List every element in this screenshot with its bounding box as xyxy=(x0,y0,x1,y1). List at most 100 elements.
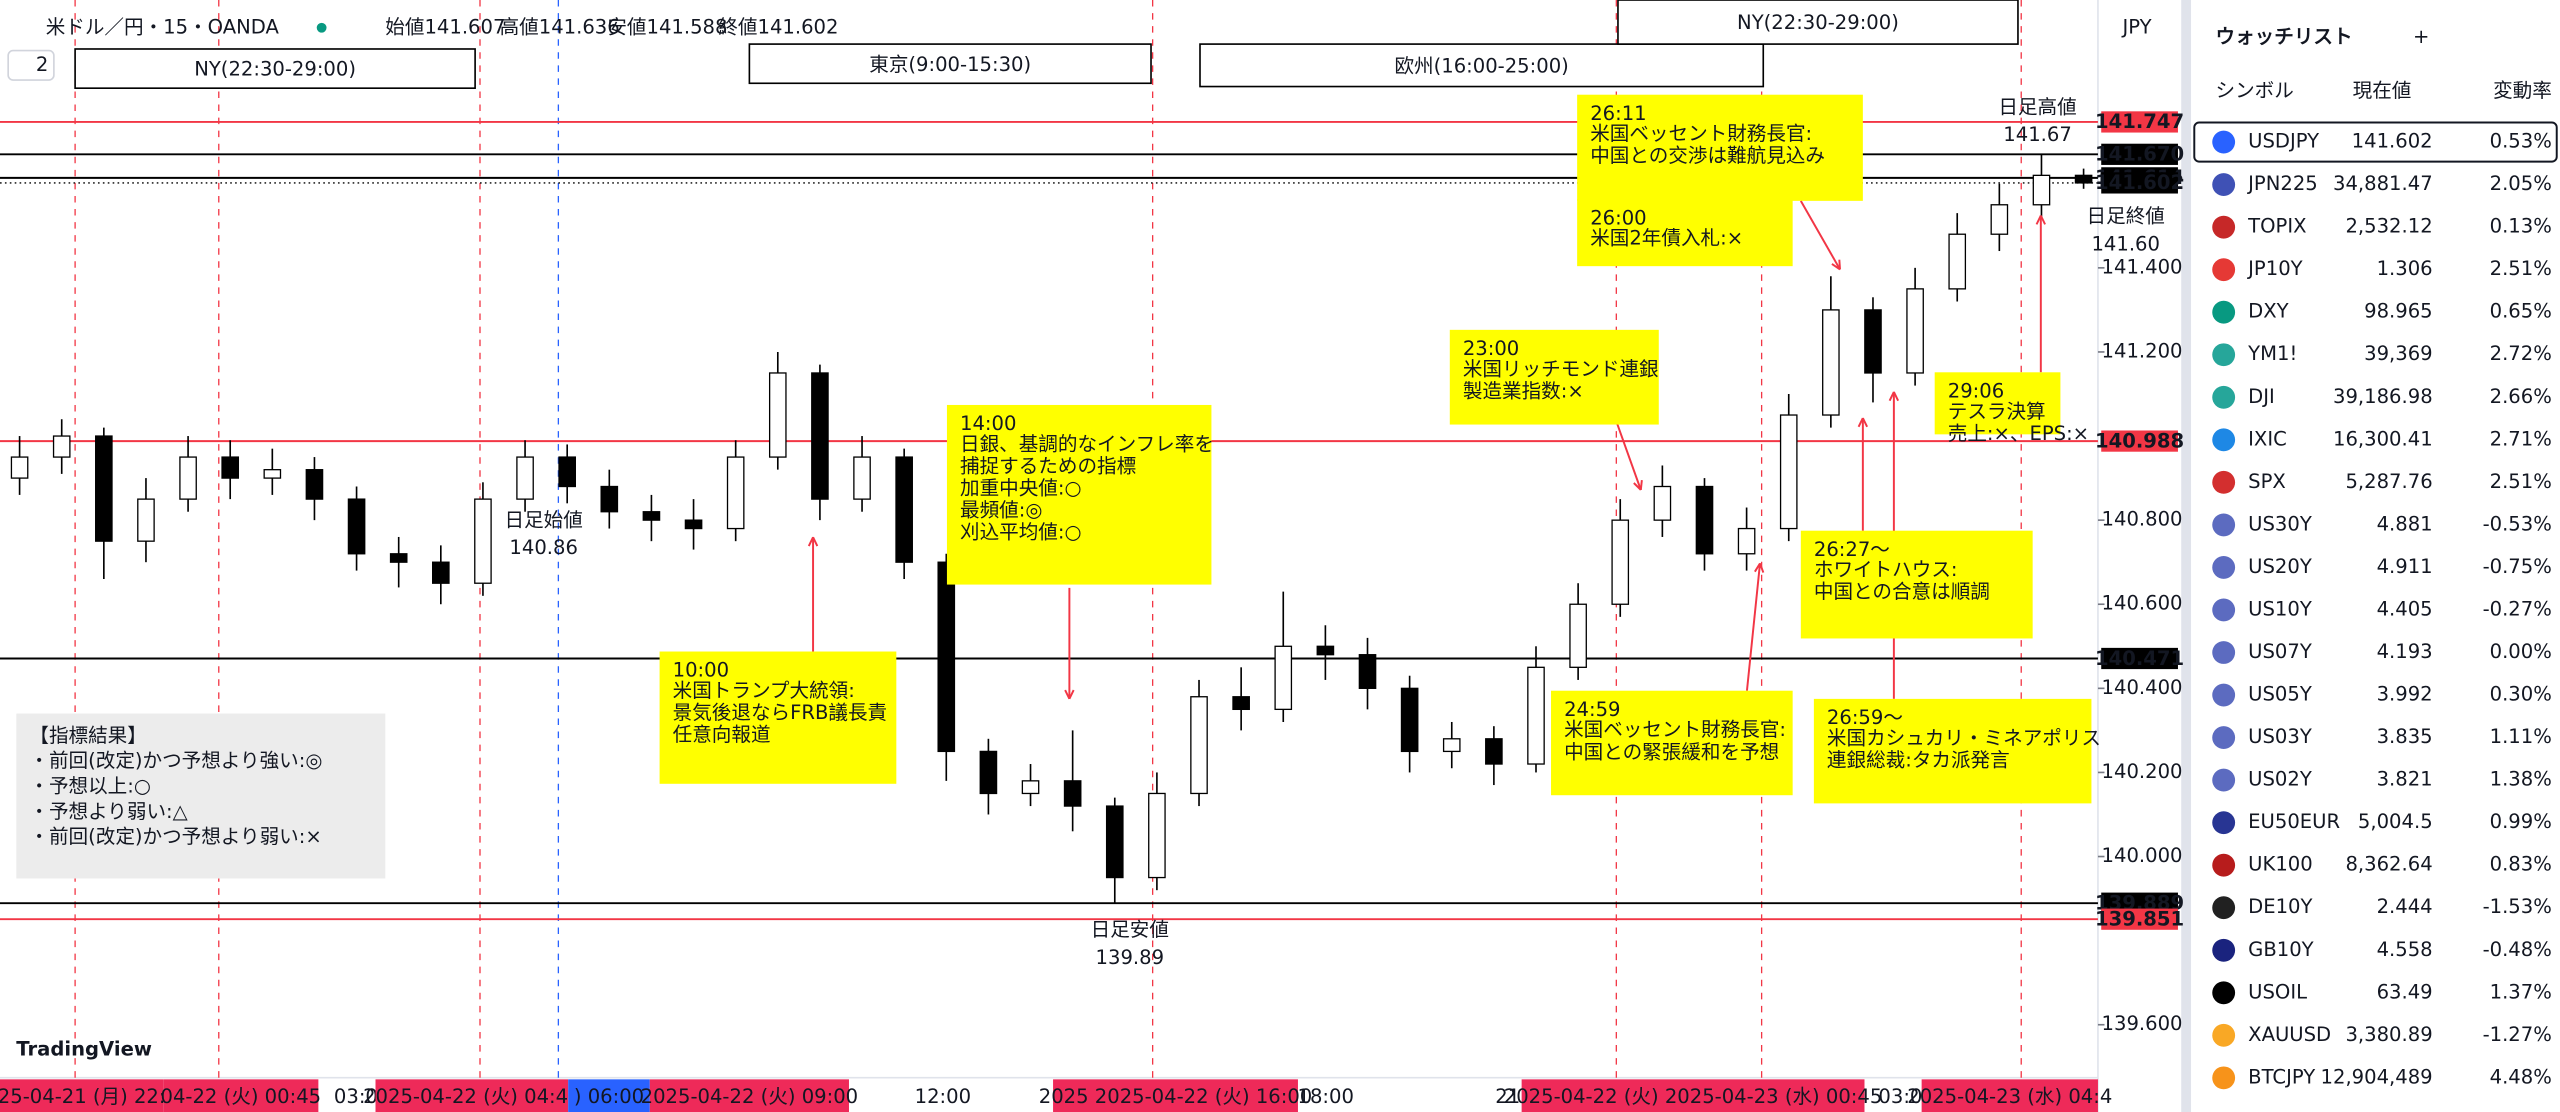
candle-body xyxy=(1737,527,1756,555)
y-tick-label: 140.000 xyxy=(2102,844,2183,867)
symbol[interactable]: US07Y xyxy=(2248,640,2312,663)
interval-box[interactable] xyxy=(7,49,55,81)
time-label: 12:00 xyxy=(915,1085,971,1108)
time-tag xyxy=(1521,1079,1865,1112)
time-label: 2025 2025-04-22 (火) 16:00 xyxy=(1039,1085,1313,1108)
change: 2.66% xyxy=(2490,385,2552,408)
candle-body xyxy=(1948,233,1967,290)
annotation-text: 26:59～ xyxy=(1827,706,1903,729)
legend-text: ・予想より弱い:△ xyxy=(29,800,187,823)
candle-body xyxy=(95,435,113,542)
symbol[interactable]: US02Y xyxy=(2248,768,2312,791)
symbol-icon xyxy=(2212,1066,2236,1090)
candle-body xyxy=(1274,645,1293,711)
price-tag xyxy=(2101,647,2178,670)
price-tag xyxy=(2101,908,2178,930)
symbol[interactable]: IXIC xyxy=(2248,427,2287,450)
selected-row xyxy=(2193,121,2558,163)
symbol[interactable]: DJI xyxy=(2248,385,2275,408)
session-label: NY(22:30-29:00) xyxy=(194,58,356,81)
candle-body xyxy=(10,456,29,479)
candle-body xyxy=(1527,666,1545,765)
symbol[interactable]: US20Y xyxy=(2248,555,2312,578)
arrow-head xyxy=(1754,562,1765,573)
time-tag xyxy=(375,1079,569,1112)
status-dot xyxy=(316,22,327,33)
annotation-box xyxy=(1551,690,1793,796)
candle-body xyxy=(2032,174,2051,206)
candle-body xyxy=(179,456,197,500)
change: 2.05% xyxy=(2490,172,2552,195)
price: 4.405 xyxy=(2377,597,2433,620)
symbol-icon xyxy=(2212,896,2236,920)
symbol[interactable]: JPN225 xyxy=(2246,172,2318,195)
time-tag xyxy=(163,1079,319,1112)
symbol[interactable]: BTCJPY xyxy=(2248,1065,2315,1088)
marker-value: 141.67 xyxy=(2003,123,2072,146)
arrow xyxy=(1799,200,1841,270)
panel-divider xyxy=(2181,0,2192,1112)
price: 4.911 xyxy=(2377,555,2433,578)
symbol-icon xyxy=(2212,768,2236,792)
time-label: 2025-04-22 (火) 04:45 xyxy=(363,1085,580,1108)
price: 16,300.41 xyxy=(2333,427,2433,450)
candle-body xyxy=(347,498,366,555)
symbol[interactable]: SPX xyxy=(2248,470,2286,493)
symbol[interactable]: US30Y xyxy=(2248,512,2312,535)
legend-box xyxy=(16,713,386,879)
symbol[interactable]: UK100 xyxy=(2248,853,2313,876)
price-tag-label: 141.670 xyxy=(2095,143,2184,166)
candle-body xyxy=(979,750,998,795)
candle-body xyxy=(516,456,534,500)
price: 4.881 xyxy=(2377,512,2433,535)
candle-body xyxy=(1569,603,1587,668)
session-box xyxy=(1617,0,2019,45)
add-button[interactable]: + xyxy=(2413,25,2429,48)
annotation-text: 米国カシュカリ・ミネアポリス xyxy=(1827,726,2101,749)
candle-body xyxy=(1779,414,1798,530)
annotation-text: ホワイトハウス: xyxy=(1814,558,1958,581)
legend-text: ・予想以上:○ xyxy=(29,775,151,798)
symbol[interactable]: US10Y xyxy=(2248,597,2312,620)
change: 1.11% xyxy=(2490,725,2552,748)
symbol-icon xyxy=(2212,130,2236,154)
symbol-icon xyxy=(2212,215,2236,239)
price: 8,362.64 xyxy=(2345,853,2432,876)
candle-body xyxy=(1105,805,1124,879)
watchlist-title[interactable]: ウォッチリスト xyxy=(2216,25,2353,48)
annotation-text: 24:59 xyxy=(1564,698,1620,721)
symbol[interactable]: TOPIX xyxy=(2247,215,2306,238)
candle-body xyxy=(895,456,913,563)
annotation-text: 米国ベッセント財務長官: xyxy=(1564,718,1786,741)
change: 1.38% xyxy=(2490,768,2552,791)
time-tag xyxy=(1921,1079,2098,1112)
marker-value: 141.60 xyxy=(2091,232,2160,255)
column-header: 現在値 xyxy=(2353,79,2412,102)
symbol[interactable]: YM1! xyxy=(2247,342,2297,365)
symbol[interactable]: US03Y xyxy=(2248,725,2312,748)
symbol[interactable]: USDJPY xyxy=(2248,130,2319,153)
symbol[interactable]: GB10Y xyxy=(2248,938,2314,961)
candle-body xyxy=(1822,309,1840,416)
legend-text: ・前回(改定)かつ予想より弱い:× xyxy=(29,825,321,848)
symbol[interactable]: DXY xyxy=(2248,300,2288,323)
symbol[interactable]: US05Y xyxy=(2248,683,2312,706)
marker-title: 日足高値 xyxy=(1998,95,2076,118)
symbol-icon xyxy=(2212,300,2236,324)
symbol[interactable]: JP10Y xyxy=(2246,257,2302,280)
symbol[interactable]: USOIL xyxy=(2248,980,2307,1003)
session-box xyxy=(1199,43,1765,88)
annotation-text: 最頻値:◎ xyxy=(960,499,1042,522)
currency-label: JPY xyxy=(2120,15,2151,38)
candle-body xyxy=(558,456,576,488)
symbol[interactable]: XAUUSD xyxy=(2248,1023,2331,1046)
candle-body xyxy=(1316,645,1335,656)
symbol[interactable]: DE10Y xyxy=(2248,895,2312,918)
symbol-icon xyxy=(2212,556,2236,579)
candle-body xyxy=(1442,738,1461,753)
ohlc-value: 終値141.602 xyxy=(718,15,838,38)
symbol[interactable]: EU50EUR xyxy=(2248,810,2340,833)
annotation-box xyxy=(1577,199,1793,267)
marker-value: 139.89 xyxy=(1096,946,1165,969)
